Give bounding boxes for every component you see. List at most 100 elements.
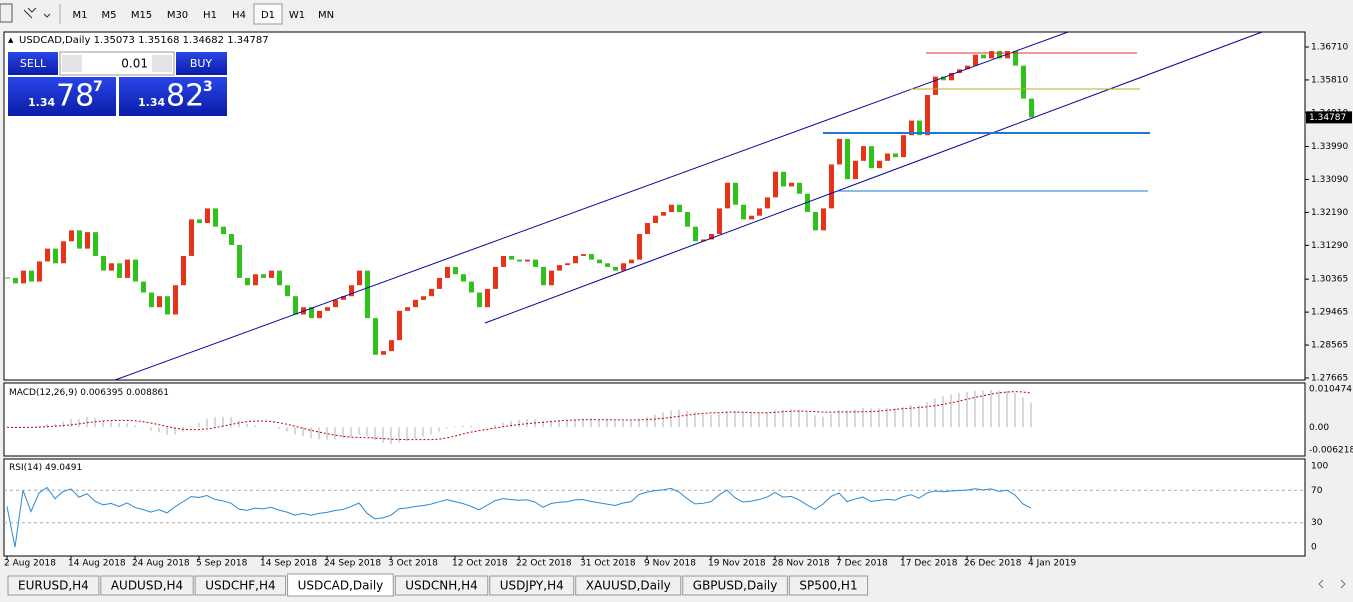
buy-label[interactable]: BUY — [190, 57, 213, 70]
rsi-tick-label: 0 — [1311, 543, 1317, 553]
ask-box[interactable] — [119, 77, 227, 116]
sell-label[interactable]: SELL — [20, 57, 47, 70]
tab[interactable] — [788, 575, 869, 596]
channel-lower[interactable] — [484, 32, 1263, 324]
tab[interactable] — [287, 573, 394, 597]
price-label: 1.27665 — [1311, 373, 1348, 383]
tab-label[interactable]: USDCHF,H4 — [205, 579, 275, 593]
timeframe-button[interactable]: M1 — [73, 10, 88, 21]
candle — [357, 270, 362, 286]
candle — [197, 219, 202, 224]
candle — [997, 51, 1002, 59]
tab[interactable] — [100, 575, 194, 596]
candle — [429, 288, 434, 297]
objects-icon[interactable] — [23, 7, 51, 19]
candle — [189, 219, 194, 256]
candle — [421, 296, 426, 300]
candle — [229, 233, 234, 245]
sell-button[interactable] — [8, 52, 58, 75]
candle — [605, 263, 610, 267]
ask-big-figure: 1.34 — [138, 96, 165, 109]
tab-label[interactable]: SP500,H1 — [799, 579, 857, 593]
tab-label[interactable]: EURUSD,H4 — [18, 579, 89, 593]
candle — [253, 274, 258, 286]
candle — [85, 232, 90, 249]
lot-value[interactable]: 0.01 — [121, 57, 148, 71]
tab[interactable] — [394, 575, 489, 596]
candle — [773, 171, 778, 198]
date-label: 5 Sep 2018 — [196, 559, 248, 569]
lot-field[interactable] — [59, 51, 175, 76]
candle — [333, 299, 338, 308]
timeframe-button[interactable]: MN — [318, 10, 334, 21]
candle — [909, 120, 914, 136]
candle — [181, 255, 186, 286]
tab[interactable] — [682, 575, 788, 596]
timeframe-button[interactable]: D1 — [261, 10, 275, 21]
candle — [37, 261, 42, 282]
candle — [853, 160, 858, 180]
candle — [901, 135, 906, 158]
candle — [517, 259, 522, 262]
candle — [765, 197, 770, 209]
tab[interactable] — [7, 575, 100, 596]
tab-label[interactable]: USDCAD,Daily — [298, 579, 384, 593]
candle — [733, 182, 738, 205]
candle — [29, 270, 34, 282]
symbol-arrow: ▲ — [8, 36, 14, 44]
tab-label[interactable]: USDJPY,H4 — [500, 579, 564, 593]
tab[interactable] — [194, 575, 287, 596]
buy-button[interactable] — [176, 52, 227, 75]
candle — [381, 351, 386, 355]
text-tool-icon[interactable] — [0, 3, 13, 23]
candle — [621, 263, 626, 271]
candle — [1029, 98, 1034, 118]
candle — [61, 241, 66, 264]
timeframe-button[interactable]: H1 — [203, 10, 217, 21]
symbol: USDCAD,Daily — [19, 35, 90, 46]
timeframe-button[interactable]: W1 — [289, 10, 305, 21]
lot-up[interactable] — [152, 55, 172, 72]
candle — [141, 281, 146, 293]
chart-header: USDCAD,Daily 1.35073 1.35168 1.34682 1.3… — [19, 35, 269, 46]
tab-label[interactable]: USDCNH,H4 — [405, 579, 478, 593]
date-label: 28 Nov 2018 — [772, 559, 830, 569]
timeframe-button[interactable]: M15 — [131, 10, 152, 21]
candle — [397, 310, 402, 341]
candle — [861, 146, 866, 161]
candle — [277, 270, 282, 286]
candle — [77, 230, 82, 249]
candle — [373, 318, 378, 355]
candle — [557, 265, 562, 271]
timeframe-button[interactable]: M30 — [167, 10, 188, 21]
macd-main: 0.006395 — [80, 388, 123, 398]
candle — [365, 270, 370, 319]
candle — [349, 285, 354, 297]
tab[interactable] — [575, 575, 682, 596]
candle — [157, 296, 162, 308]
tab-label[interactable]: GBPUSD,Daily — [693, 579, 778, 593]
channel-upper[interactable] — [114, 32, 1069, 380]
candle — [661, 212, 666, 216]
bid-fraction: 7 — [93, 79, 103, 95]
price-label: 1.31290 — [1311, 241, 1348, 251]
timeframe-active[interactable] — [253, 3, 283, 25]
timeframe-button[interactable]: M5 — [102, 10, 117, 21]
tab-label[interactable]: XAUUSD,Daily — [586, 579, 671, 593]
tab[interactable] — [489, 575, 575, 596]
candle — [309, 307, 314, 319]
bid-box[interactable] — [8, 77, 116, 116]
candle — [133, 259, 138, 282]
timeframe-button[interactable]: H4 — [232, 10, 246, 21]
tab-label[interactable]: AUDUSD,H4 — [111, 579, 183, 593]
candle — [845, 138, 850, 180]
candle — [325, 307, 330, 311]
tab-scroll[interactable] — [1318, 579, 1346, 589]
candle — [917, 120, 922, 136]
lot-down[interactable] — [62, 55, 82, 72]
open: 1.35073 — [94, 35, 135, 46]
candle — [781, 171, 786, 187]
macd-title: MACD(12,26,9) 0.006395 0.008861 — [9, 388, 169, 398]
candle — [205, 208, 210, 224]
candle — [165, 296, 170, 315]
